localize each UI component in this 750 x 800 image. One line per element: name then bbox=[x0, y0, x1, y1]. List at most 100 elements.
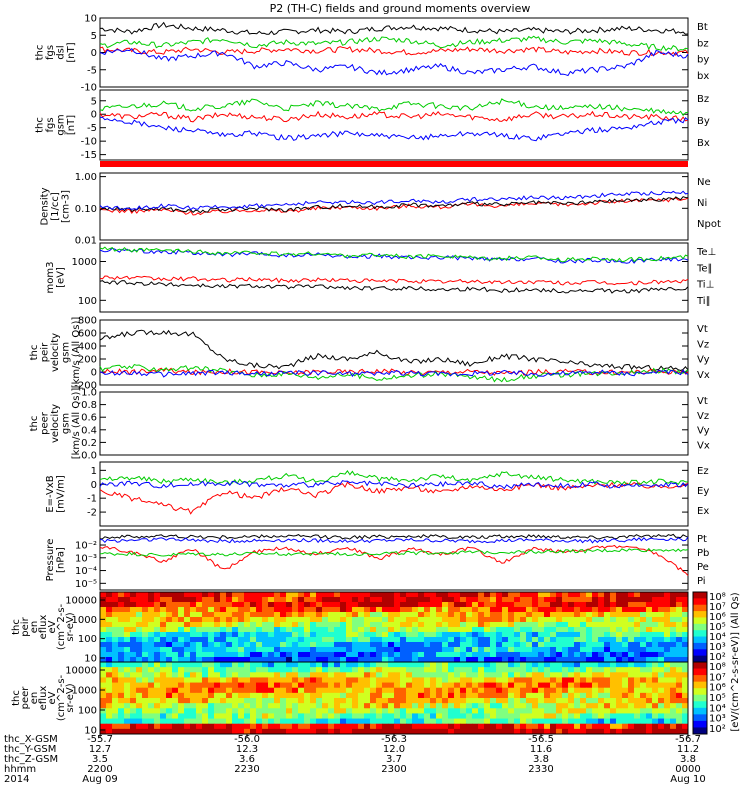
spectrogram-cell bbox=[604, 602, 611, 608]
spectrogram-cell bbox=[154, 597, 161, 603]
spectrogram-cell bbox=[610, 632, 617, 638]
spectrogram-cell bbox=[544, 682, 551, 689]
spectrogram-cell bbox=[418, 698, 425, 704]
spectrogram-cell bbox=[382, 652, 389, 658]
series-line-Npot bbox=[99, 190, 689, 211]
spectrogram-cell bbox=[394, 698, 401, 704]
spectrogram-cell bbox=[508, 718, 515, 725]
spectrogram-cell bbox=[304, 703, 311, 709]
spectrogram-cell bbox=[682, 602, 689, 608]
spectrogram-cell bbox=[376, 718, 383, 725]
spectrogram-cell bbox=[676, 657, 683, 663]
spectrogram-cell bbox=[568, 632, 575, 638]
spectrogram-cell bbox=[544, 672, 551, 678]
spectrogram-cell bbox=[622, 718, 629, 725]
spectrogram-cell bbox=[184, 597, 191, 603]
spectrogram-cell bbox=[112, 622, 119, 628]
spectrogram-cell bbox=[352, 642, 359, 648]
spectrogram-cell bbox=[130, 677, 137, 684]
spectrogram-cell bbox=[352, 682, 359, 689]
spectrogram-cell bbox=[190, 698, 197, 704]
spectrogram-cell bbox=[256, 637, 263, 643]
spectrogram-cell bbox=[376, 637, 383, 643]
spectrogram-cell bbox=[646, 728, 653, 735]
spectrogram-cell bbox=[358, 602, 365, 608]
spectrogram-cell bbox=[238, 672, 245, 678]
spectrogram-cell bbox=[448, 698, 455, 704]
spectrogram-cell bbox=[226, 682, 233, 689]
spectrogram-cell bbox=[274, 703, 281, 709]
spectrogram-cell bbox=[496, 652, 503, 658]
spectrogram-cell bbox=[520, 723, 527, 730]
spectrogram-cell bbox=[586, 682, 593, 689]
spectrogram-cell bbox=[256, 672, 263, 678]
spectrogram-cell bbox=[472, 657, 479, 663]
spectrogram-cell bbox=[454, 713, 461, 720]
spectrogram-cell bbox=[250, 687, 257, 694]
spectrogram-cell bbox=[466, 652, 473, 658]
spectrogram-cell bbox=[418, 682, 425, 689]
spectrogram-cell bbox=[442, 602, 449, 608]
spectrogram-cell bbox=[160, 682, 167, 689]
spectrogram-cell bbox=[118, 682, 125, 689]
spectrogram-cell bbox=[514, 657, 521, 663]
spectrogram-cell bbox=[172, 607, 179, 613]
spectrogram-cell bbox=[664, 607, 671, 613]
colorbar-label: 10³ bbox=[709, 642, 726, 653]
spectrogram-cell bbox=[220, 592, 227, 598]
spectrogram-cell bbox=[406, 667, 413, 673]
spectrogram-cell bbox=[112, 687, 119, 694]
spectrogram-cell bbox=[634, 647, 641, 653]
y-tick-label: 400 bbox=[78, 342, 97, 353]
spectrogram-cell bbox=[292, 672, 299, 678]
spectrogram-cell bbox=[142, 632, 149, 638]
spectrogram-cell bbox=[130, 713, 137, 720]
spectrogram-cell bbox=[586, 612, 593, 618]
spectrogram-cell bbox=[478, 632, 485, 638]
spectrogram-cell bbox=[676, 602, 683, 608]
spectrogram-cell bbox=[400, 652, 407, 658]
spectrogram-cell bbox=[652, 718, 659, 725]
spectrogram-cell bbox=[286, 652, 293, 658]
spectrogram-cell bbox=[160, 657, 167, 663]
spectrogram-cell bbox=[292, 657, 299, 663]
spectrogram-cell bbox=[676, 662, 683, 668]
spectrogram-cell bbox=[598, 597, 605, 603]
spectrogram-cell bbox=[298, 602, 305, 608]
spectrogram-cell bbox=[280, 723, 287, 730]
spectrogram-cell bbox=[442, 677, 449, 684]
spectrogram-cell bbox=[208, 682, 215, 689]
spectrogram-cell bbox=[172, 708, 179, 714]
spectrogram-cell bbox=[604, 612, 611, 618]
spectrogram-cell bbox=[460, 677, 467, 684]
y-tick-label: 5 bbox=[91, 31, 97, 42]
y-axis-label: eflux bbox=[38, 615, 49, 640]
spectrogram-cell bbox=[166, 597, 173, 603]
spectrogram-cell bbox=[550, 592, 557, 598]
spectrogram-cell bbox=[124, 637, 131, 643]
spectrogram-cell bbox=[658, 652, 665, 658]
spectrogram-cell bbox=[202, 677, 209, 684]
spectrogram-cell bbox=[412, 637, 419, 643]
spectrogram-cell bbox=[484, 687, 491, 694]
spectrogram-cell bbox=[388, 637, 395, 643]
spectrogram-cell bbox=[508, 632, 515, 638]
spectrogram-cell bbox=[160, 672, 167, 678]
spectrogram-cell bbox=[196, 642, 203, 648]
spectrogram-cell bbox=[550, 708, 557, 714]
spectrogram-cell bbox=[550, 637, 557, 643]
spectrogram-cell bbox=[424, 708, 431, 714]
legend-Bx: Bx bbox=[697, 138, 710, 149]
spectrogram-cell bbox=[322, 632, 329, 638]
spectrogram-cell bbox=[622, 637, 629, 643]
spectrogram-cell bbox=[430, 642, 437, 648]
spectrogram-cell bbox=[436, 692, 443, 699]
spectrogram-cell bbox=[520, 612, 527, 618]
legend-Vy: Vy bbox=[697, 355, 710, 366]
spectrogram-cell bbox=[550, 667, 557, 673]
spectrogram-cell bbox=[574, 632, 581, 638]
spectrogram-cell bbox=[286, 637, 293, 643]
spectrogram-cell bbox=[628, 692, 635, 699]
spectrogram-cell bbox=[118, 597, 125, 603]
spectrogram-cell bbox=[376, 672, 383, 678]
